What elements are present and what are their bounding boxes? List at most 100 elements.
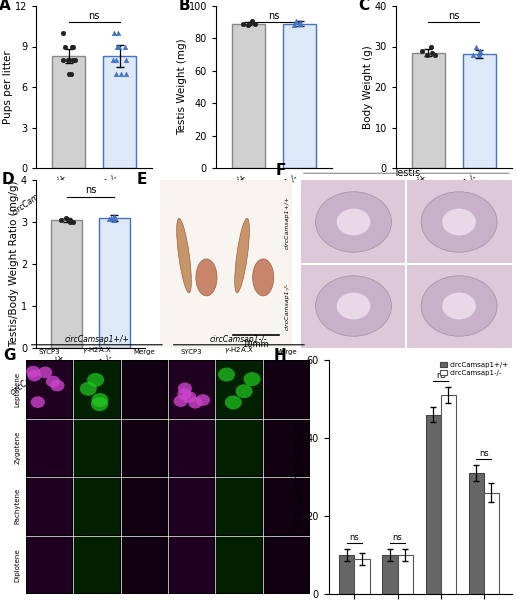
- Point: [248, 16, 256, 25]
- Point: [121, 41, 130, 51]
- Bar: [99, 218, 130, 348]
- Point: [65, 55, 73, 65]
- Point: [65, 55, 73, 65]
- Ellipse shape: [253, 259, 273, 296]
- Circle shape: [188, 397, 203, 409]
- Circle shape: [26, 366, 40, 377]
- Bar: [232, 24, 265, 168]
- Point: [65, 68, 73, 78]
- Point: [428, 48, 436, 58]
- Point: [295, 19, 303, 29]
- Circle shape: [244, 372, 261, 386]
- Bar: [121, 536, 167, 593]
- Circle shape: [315, 276, 391, 336]
- Bar: [27, 536, 72, 593]
- Point: [110, 28, 118, 38]
- Bar: [263, 361, 309, 418]
- Point: [469, 50, 478, 59]
- Text: B: B: [179, 0, 190, 13]
- Bar: [169, 536, 215, 593]
- Point: [295, 17, 303, 27]
- Bar: [121, 478, 167, 535]
- Bar: [398, 555, 413, 594]
- Point: [110, 211, 118, 221]
- Legend: circCamsap1+/+, circCamsap1-/-: circCamsap1+/+, circCamsap1-/-: [437, 359, 512, 379]
- Point: [431, 50, 439, 59]
- Bar: [27, 361, 72, 418]
- Point: [113, 41, 121, 51]
- Ellipse shape: [196, 259, 217, 296]
- Point: [64, 55, 72, 65]
- Point: [71, 55, 80, 65]
- Point: [65, 215, 73, 224]
- Bar: [440, 395, 456, 594]
- Circle shape: [92, 393, 109, 407]
- Circle shape: [87, 373, 104, 387]
- Point: [58, 28, 67, 38]
- Text: Merge: Merge: [276, 349, 297, 355]
- Point: [290, 20, 298, 30]
- Point: [57, 215, 65, 224]
- Point: [476, 46, 484, 55]
- Bar: [121, 361, 167, 418]
- Bar: [216, 419, 262, 476]
- Y-axis label: Testis/Body Weight Ratio (mg/g): Testis/Body Weight Ratio (mg/g): [9, 181, 20, 347]
- Text: 10mm: 10mm: [242, 340, 269, 349]
- Text: circCamsap1-/-: circCamsap1-/-: [210, 335, 268, 344]
- Bar: [121, 419, 167, 476]
- Ellipse shape: [177, 218, 191, 293]
- Circle shape: [421, 276, 497, 336]
- Y-axis label: Body Weight (g): Body Weight (g): [363, 45, 373, 129]
- Bar: [469, 473, 484, 594]
- Text: A: A: [0, 0, 11, 13]
- Text: H: H: [273, 348, 286, 363]
- Y-axis label: Testis Weight (mg): Testis Weight (mg): [177, 38, 187, 136]
- Circle shape: [91, 397, 108, 411]
- Point: [110, 215, 118, 224]
- Text: Merge: Merge: [133, 349, 155, 355]
- Point: [109, 55, 117, 65]
- Point: [121, 55, 130, 65]
- Text: Diplotene: Diplotene: [14, 548, 20, 581]
- Bar: [52, 56, 85, 168]
- Text: F: F: [276, 163, 286, 178]
- Circle shape: [196, 394, 210, 406]
- Text: ns: ns: [393, 533, 402, 542]
- Text: ns: ns: [436, 371, 446, 380]
- Point: [112, 55, 120, 65]
- Bar: [283, 24, 316, 168]
- Circle shape: [315, 192, 391, 252]
- Point: [111, 213, 119, 223]
- Circle shape: [337, 209, 370, 235]
- Y-axis label: Pups per litter: Pups per litter: [4, 50, 13, 124]
- Circle shape: [27, 370, 41, 382]
- Point: [418, 46, 427, 55]
- Point: [69, 217, 77, 227]
- Circle shape: [38, 367, 52, 378]
- Text: ns: ns: [349, 533, 359, 542]
- Point: [67, 68, 75, 78]
- Circle shape: [80, 382, 97, 396]
- Text: SYCP3: SYCP3: [39, 349, 60, 355]
- Point: [475, 50, 483, 59]
- Text: circCamsap1+/+: circCamsap1+/+: [65, 335, 129, 344]
- Bar: [74, 536, 119, 593]
- Point: [68, 41, 77, 51]
- Point: [58, 55, 67, 65]
- Bar: [169, 478, 215, 535]
- Bar: [463, 54, 496, 168]
- Circle shape: [174, 395, 188, 407]
- Text: $\gamma$-H2A.X: $\gamma$-H2A.X: [82, 346, 112, 355]
- Point: [292, 16, 300, 25]
- Point: [238, 19, 247, 29]
- Bar: [169, 361, 215, 418]
- Point: [251, 19, 260, 29]
- Point: [114, 28, 122, 38]
- Point: [66, 217, 74, 227]
- Ellipse shape: [235, 218, 249, 293]
- Point: [122, 68, 130, 78]
- Circle shape: [50, 380, 65, 391]
- Point: [423, 50, 432, 59]
- Point: [248, 17, 256, 27]
- Circle shape: [337, 293, 370, 319]
